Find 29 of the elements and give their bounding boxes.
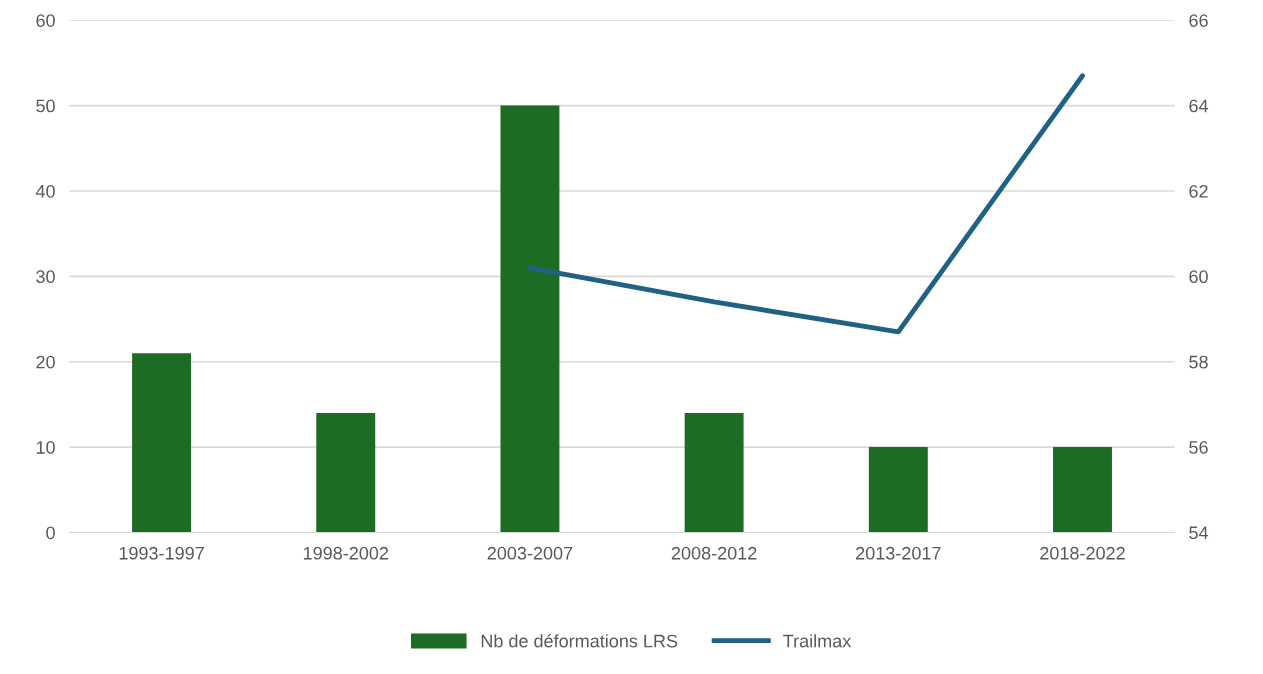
x-tick-label: 2008-2012	[671, 546, 757, 560]
legend-label: Trailmax	[783, 634, 852, 648]
y2-tick-label: 64	[1189, 99, 1209, 113]
y2-tick-label: 66	[1189, 14, 1208, 27]
legend-label: Nb de déformations LRS	[481, 633, 678, 648]
x-tick-label: 2018-2022	[1040, 546, 1125, 560]
y-tick-label: 30	[36, 270, 55, 284]
y2-tick-label: 58	[1189, 355, 1208, 369]
x-tick-label: 2013-2017	[856, 546, 941, 560]
y-tick-label: 60	[36, 14, 55, 27]
bar	[1053, 447, 1112, 533]
line-series	[527, 73, 1085, 335]
y-tick-label: 50	[36, 99, 55, 113]
y-tick-label: 10	[36, 441, 55, 454]
bar	[500, 105, 560, 533]
x-tick-label: 1998-2002	[303, 546, 389, 560]
y-tick-label: 0	[46, 526, 55, 540]
bar	[868, 447, 928, 533]
y2-tick-label: 54	[1189, 526, 1209, 540]
y-tick-label: 20	[36, 355, 55, 369]
y2-tick-label: 56	[1189, 441, 1208, 454]
y2-tick-label: 62	[1189, 184, 1208, 198]
y2-tick-label: 60	[1189, 270, 1208, 284]
x-tick-label: 2003-2007	[487, 546, 573, 560]
x-tick-label: 1993-1997	[119, 546, 204, 560]
bar	[132, 353, 192, 533]
bar	[316, 412, 376, 533]
bar	[684, 412, 744, 533]
y-tick-label: 40	[35, 184, 55, 198]
